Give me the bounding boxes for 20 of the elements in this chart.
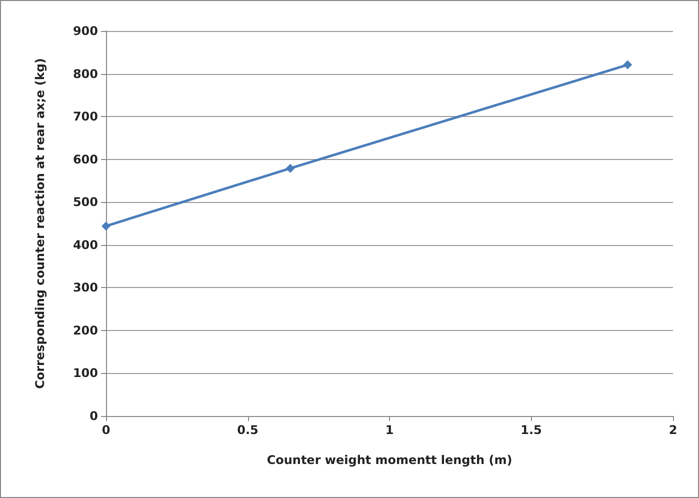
point [623,60,632,70]
y-tick-label: 200 [72,323,98,338]
y-tick-label: 0 [90,409,98,423]
point [286,164,295,173]
x-tick-label: 1.5 [520,423,542,437]
y-axis-title: Corresponding counter reaction at rear ax;e (kg) [33,58,47,389]
y-tick-label: 900 [72,24,98,38]
y-tick-label: 800 [72,66,98,81]
x-tick-label: 2 [668,423,678,437]
y-tick-label: 300 [72,280,98,295]
y-tick-label: 400 [72,238,98,252]
x-tick-label: 0.5 [237,423,258,437]
x-tick-label: 0 [102,423,110,437]
x-tick-label: 1 [385,423,394,437]
y-tick-label: 600 [72,152,98,166]
y-tick-label: 500 [72,195,98,210]
y-tick-label: 700 [72,110,98,124]
point [102,222,110,231]
x-axis-title: Counter weight momentt length (m) [266,453,512,467]
y-tick-label: 100 [72,366,98,380]
